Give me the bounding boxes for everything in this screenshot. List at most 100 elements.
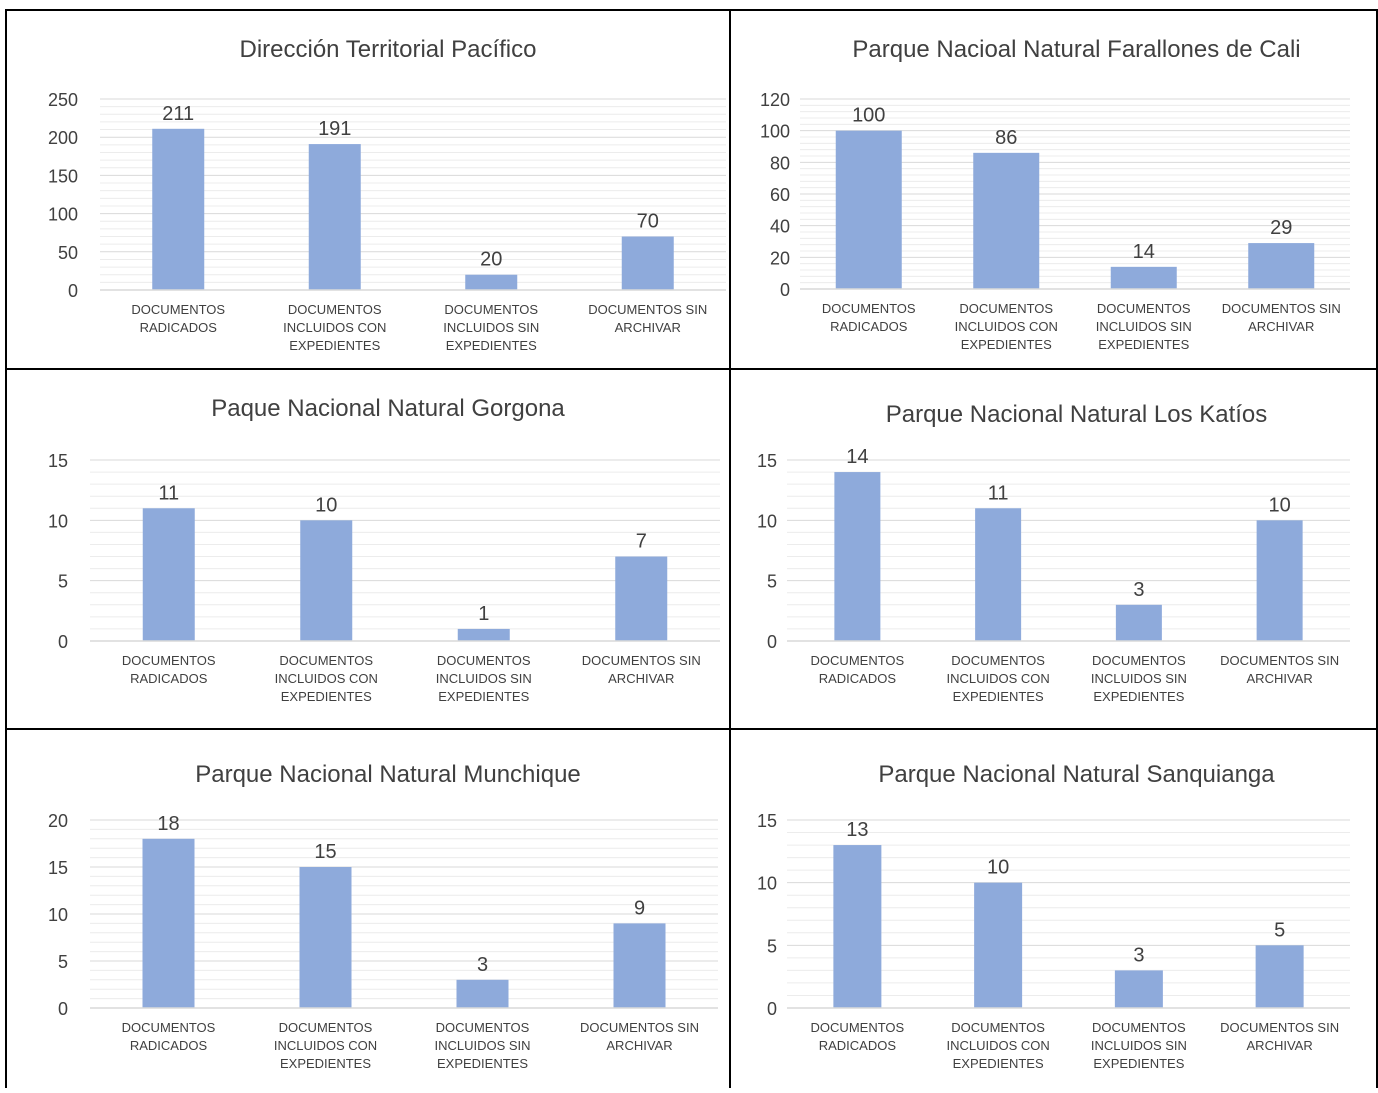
y-tick-label: 0	[68, 281, 78, 301]
y-tick-label: 5	[767, 572, 777, 592]
y-tick-label: 15	[48, 858, 68, 878]
bar	[142, 838, 195, 1008]
table-border-horizontal	[5, 9, 1378, 11]
bar	[1248, 243, 1315, 289]
y-tick-label: 20	[770, 248, 790, 268]
chart-title: Parque Nacional Natural Los Katíos	[886, 401, 1268, 428]
bar	[308, 144, 361, 290]
data-label: 11	[988, 482, 1009, 504]
chart-svg: Parque Nacioal Natural Farallones de Cal…	[760, 36, 1350, 352]
data-label: 3	[1133, 944, 1144, 966]
x-tick-label: DOCUMENTOS INCLUIDOS SIN EXPEDIENTES	[1096, 301, 1192, 352]
bar	[456, 979, 509, 1008]
chart-title: Parque Nacioal Natural Farallones de Cal…	[852, 36, 1300, 63]
bar	[833, 845, 882, 1008]
data-label: 13	[846, 819, 868, 841]
bar	[300, 520, 353, 641]
data-label: 9	[634, 897, 645, 919]
x-tick-label: DOCUMENTOS INCLUIDOS SIN EXPEDIENTES	[436, 653, 532, 704]
x-tick-label: DOCUMENTOS INCLUIDOS CON EXPEDIENTES	[946, 1020, 1049, 1071]
x-tick-label: DOCUMENTOS SIN ARCHIVAR	[1220, 1020, 1339, 1053]
data-label: 15	[314, 841, 336, 863]
y-tick-label: 80	[770, 153, 790, 173]
y-tick-label: 5	[58, 952, 68, 972]
chart-panel: Parque Nacional Natural Munchique 0 5 10 15 2…	[8, 730, 728, 1088]
table-border-vertical	[5, 10, 7, 1088]
bar	[835, 130, 902, 289]
x-tick-label: DOCUMENTOS RADICADOS	[122, 653, 216, 686]
y-tick-label: 15	[757, 451, 777, 471]
data-label: 11	[158, 482, 179, 504]
x-tick-label: DOCUMENTOS INCLUIDOS SIN EXPEDIENTES	[1091, 1020, 1187, 1071]
chart-svg: Dirección Territorial Pacífico 0 50 100 150 2…	[48, 36, 726, 353]
data-label: 7	[636, 531, 647, 553]
x-tick-label: DOCUMENTOS INCLUIDOS CON EXPEDIENTES	[955, 301, 1058, 352]
y-tick-label: 50	[58, 243, 78, 263]
x-tick-label: DOCUMENTOS INCLUIDOS CON EXPEDIENTES	[275, 653, 378, 704]
y-tick-label: 10	[48, 905, 68, 925]
data-label: 70	[637, 211, 659, 233]
table-border-vertical	[1376, 10, 1378, 1088]
data-label: 20	[480, 249, 502, 271]
data-label: 10	[1269, 494, 1291, 516]
bar	[1255, 945, 1304, 1008]
chart-svg: Parque Nacional Natural Munchique 0 5 10 15 2…	[48, 761, 718, 1071]
y-tick-label: 120	[760, 90, 790, 110]
chart-panel: Dirección Territorial Pacífico 0 50 100 150 2…	[8, 10, 728, 368]
chart-title: Paque Nacional Natural Gorgona	[211, 395, 565, 422]
bar	[1115, 604, 1162, 641]
y-tick-label: 10	[48, 511, 68, 531]
chart-title: Dirección Territorial Pacífico	[240, 36, 537, 63]
chart-panel: Parque Nacional Natural Los Katíos 0 5 10 15…	[735, 370, 1378, 720]
y-tick-label: 20	[48, 811, 68, 831]
y-tick-label: 10	[757, 874, 777, 894]
x-tick-label: DOCUMENTOS RADICADOS	[811, 653, 905, 686]
data-label: 29	[1270, 217, 1292, 239]
chart-svg: Parque Nacional Natural Sanquianga 0 5 10 15…	[757, 761, 1350, 1071]
bar	[1110, 266, 1177, 289]
chart-title: Parque Nacional Natural Munchique	[195, 761, 581, 788]
bar	[834, 472, 881, 641]
chart-svg: Paque Nacional Natural Gorgona 0 5 10 15 11 DO…	[48, 395, 720, 704]
y-tick-label: 40	[770, 217, 790, 237]
bar	[613, 923, 666, 1008]
data-label: 10	[987, 857, 1009, 879]
data-label: 100	[852, 105, 885, 127]
data-label: 86	[995, 127, 1017, 149]
bar	[621, 236, 674, 290]
bar	[465, 274, 518, 290]
data-label: 5	[1274, 919, 1285, 941]
x-tick-label: DOCUMENTOS SIN ARCHIVAR	[580, 1020, 699, 1053]
y-tick-label: 100	[760, 122, 790, 142]
x-tick-label: DOCUMENTOS RADICADOS	[811, 1020, 905, 1053]
y-tick-label: 0	[58, 632, 68, 652]
data-label: 14	[1133, 241, 1155, 263]
data-label: 14	[846, 446, 868, 468]
x-tick-label: DOCUMENTOS INCLUIDOS CON EXPEDIENTES	[274, 1020, 377, 1071]
x-tick-label: DOCUMENTOS INCLUIDOS CON EXPEDIENTES	[283, 302, 386, 353]
bar	[975, 508, 1022, 641]
x-tick-label: DOCUMENTOS INCLUIDOS SIN EXPEDIENTES	[443, 302, 539, 353]
y-tick-label: 0	[58, 999, 68, 1019]
bar	[1256, 520, 1303, 641]
x-tick-label: DOCUMENTOS RADICADOS	[122, 1020, 216, 1053]
bar	[152, 128, 205, 290]
x-tick-label: DOCUMENTOS INCLUIDOS SIN EXPEDIENTES	[1091, 653, 1187, 704]
bar	[299, 867, 352, 1008]
y-tick-label: 0	[767, 999, 777, 1019]
bar	[1114, 970, 1163, 1008]
table-border-horizontal	[5, 368, 1378, 370]
y-tick-label: 10	[757, 511, 777, 531]
table-border-vertical	[729, 10, 731, 1088]
y-tick-label: 250	[48, 90, 78, 110]
x-tick-label: DOCUMENTOS INCLUIDOS CON EXPEDIENTES	[946, 653, 1049, 704]
y-tick-label: 0	[767, 632, 777, 652]
x-tick-label: DOCUMENTOS RADICADOS	[131, 302, 225, 335]
y-tick-label: 5	[58, 572, 68, 592]
table-border-horizontal	[5, 728, 1378, 730]
data-label: 1	[478, 603, 489, 625]
x-tick-label: DOCUMENTOS RADICADOS	[822, 301, 916, 334]
y-tick-label: 60	[770, 185, 790, 205]
data-label: 3	[1133, 579, 1144, 601]
